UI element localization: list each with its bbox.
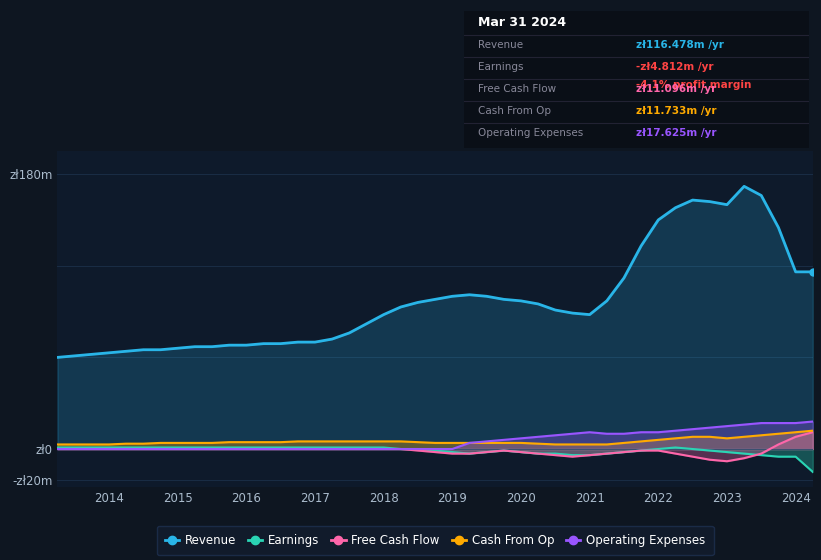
Text: zł11.096m /yr: zł11.096m /yr (636, 85, 717, 95)
Text: Cash From Op: Cash From Op (478, 106, 551, 116)
Text: Mar 31 2024: Mar 31 2024 (478, 16, 566, 29)
Text: Free Cash Flow: Free Cash Flow (478, 85, 556, 95)
Text: -zł4.812m /yr: -zł4.812m /yr (636, 63, 713, 72)
Legend: Revenue, Earnings, Free Cash Flow, Cash From Op, Operating Expenses: Revenue, Earnings, Free Cash Flow, Cash … (157, 526, 713, 555)
Text: zł11.733m /yr: zł11.733m /yr (636, 106, 717, 116)
Text: Revenue: Revenue (478, 40, 523, 50)
Text: Operating Expenses: Operating Expenses (478, 128, 583, 138)
Text: zł116.478m /yr: zł116.478m /yr (636, 40, 724, 50)
Text: zł17.625m /yr: zł17.625m /yr (636, 128, 717, 138)
Text: Earnings: Earnings (478, 63, 523, 72)
Text: -4.1% profit margin: -4.1% profit margin (636, 80, 752, 90)
